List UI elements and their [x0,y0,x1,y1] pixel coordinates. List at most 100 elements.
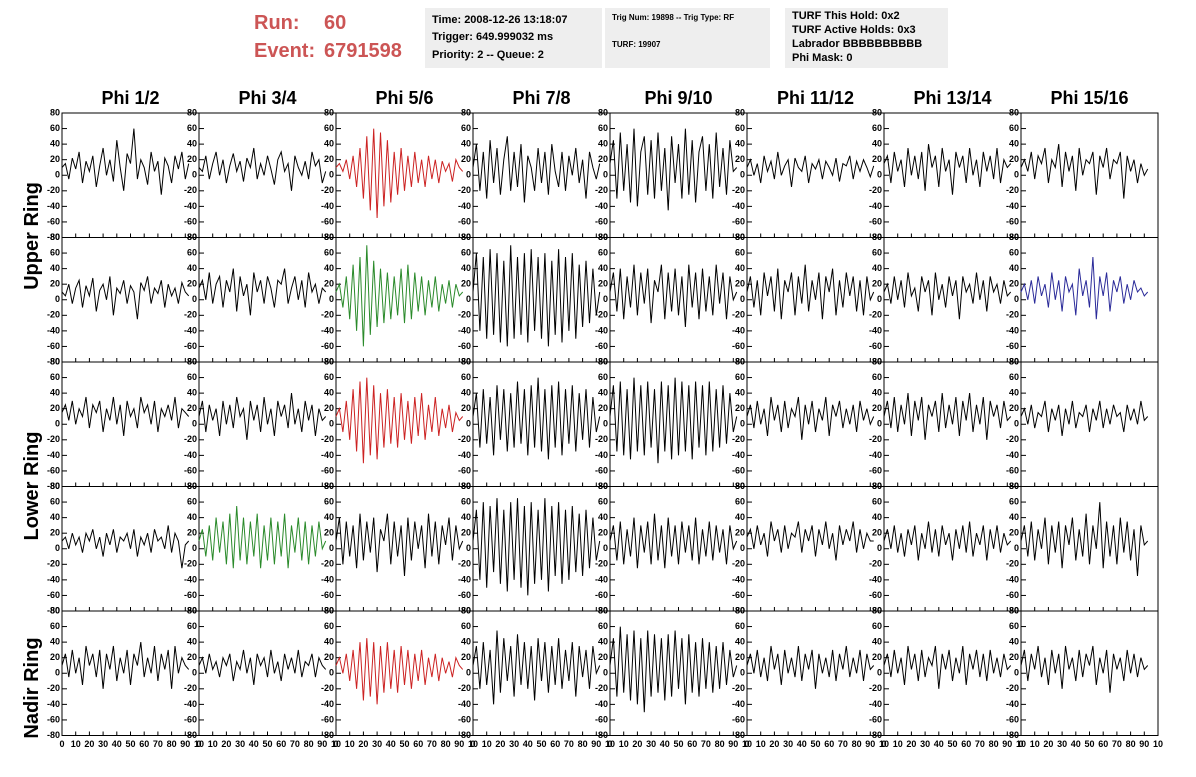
info-text: Trigger: 649.999032 ms [432,31,553,43]
x-tick-label: 80 [167,739,177,749]
y-tick-label: 80 [598,605,608,615]
waveform [335,128,464,219]
y-tick-label: 80 [735,481,745,491]
y-tick-label: -80 [184,605,197,615]
y-tick-label: 20 [461,652,471,662]
y-tick-label: -40 [869,699,882,709]
y-tick-label: 40 [598,637,608,647]
y-tick-label: 60 [872,372,882,382]
y-tick-label: -60 [595,341,608,351]
y-tick-label: -60 [458,216,471,226]
y-tick-label: 20 [1009,154,1019,164]
x-tick-label: 40 [797,739,807,749]
waveform [1020,256,1149,320]
y-tick-label: -60 [184,590,197,600]
y-tick-label: 0 [192,668,197,678]
x-tick-label: 90 [1139,739,1149,749]
y-tick-label: -80 [595,356,608,366]
y-tick-label: 60 [50,123,60,133]
y-tick-label: -40 [1006,201,1019,211]
x-tick-label: 30 [509,739,519,749]
y-tick-label: -20 [1006,434,1019,444]
info-text: Priority: 2 -- Queue: 2 [432,49,544,61]
x-tick-label: 40 [934,739,944,749]
y-tick-label: 20 [598,528,608,538]
y-tick-label: -40 [184,574,197,584]
x-tick-label: 60 [276,739,286,749]
y-tick-label: -40 [732,699,745,709]
y-tick-label: 80 [461,356,471,366]
info-box [425,8,602,68]
y-tick-label: 60 [598,372,608,382]
y-tick-label: 40 [1009,637,1019,647]
x-tick-label: 40 [660,739,670,749]
y-tick-label: -40 [184,450,197,460]
y-tick-label: -20 [732,559,745,569]
y-tick-label: 80 [187,232,197,242]
y-tick-label: 80 [872,232,882,242]
y-tick-label: -20 [184,434,197,444]
y-tick-label: 0 [877,170,882,180]
y-tick-label: 60 [461,123,471,133]
y-tick-label: 0 [603,294,608,304]
y-tick-label: -40 [321,574,334,584]
y-tick-label: 60 [1009,372,1019,382]
y-tick-label: 0 [877,419,882,429]
ring-label: Upper Ring [21,182,43,290]
waveform [335,377,464,464]
y-tick-label: 40 [324,139,334,149]
y-tick-label: -20 [595,434,608,444]
y-tick-label: -20 [184,310,197,320]
y-tick-label: 80 [1009,481,1019,491]
y-tick-label: -20 [732,434,745,444]
y-tick-label: 40 [187,388,197,398]
y-tick-label: 0 [740,543,745,553]
y-tick-label: -60 [321,341,334,351]
waveform [609,513,738,569]
ring-label: Lower Ring [21,432,43,541]
run-value: 60 [324,12,346,34]
y-tick-label: 0 [192,170,197,180]
y-tick-label: -80 [184,232,197,242]
x-tick-label: 0 [881,739,886,749]
column-title: Phi 7/8 [512,88,570,108]
event-label: Event: [254,40,315,62]
y-tick-label: 20 [1009,279,1019,289]
y-tick-label: -60 [47,216,60,226]
waveform [335,245,464,347]
y-tick-label: 0 [877,543,882,553]
y-tick-label: 20 [735,403,745,413]
y-tick-label: -80 [1006,730,1019,740]
y-tick-label: -40 [184,325,197,335]
y-tick-label: -80 [321,356,334,366]
x-tick-label: 10 [71,739,81,749]
y-tick-label: 40 [735,388,745,398]
info-text: TURF This Hold: 0x2 [792,10,900,22]
x-tick-label: 50 [262,739,272,749]
x-tick-label: 60 [139,739,149,749]
y-tick-label: 40 [735,512,745,522]
y-tick-label: -80 [869,356,882,366]
x-tick-label: 20 [221,739,231,749]
y-tick-label: -60 [869,465,882,475]
y-tick-label: -80 [732,481,745,491]
y-tick-label: -40 [47,201,60,211]
y-tick-label: -40 [47,450,60,460]
y-tick-label: -80 [732,356,745,366]
y-tick-label: 40 [324,637,334,647]
y-tick-label: -60 [595,590,608,600]
waveform [746,521,874,561]
y-tick-label: -20 [184,559,197,569]
column-title: Phi 11/12 [777,88,854,108]
y-tick-label: -20 [184,683,197,693]
run-label: Run: [254,12,300,34]
y-tick-label: -80 [458,730,471,740]
column-title: Phi 5/6 [375,88,433,108]
y-tick-label: -60 [47,341,60,351]
y-tick-label: 80 [324,232,334,242]
waveform [883,645,1012,689]
y-tick-label: -20 [458,559,471,569]
y-tick-label: -60 [47,465,60,475]
y-tick-label: 60 [461,247,471,257]
